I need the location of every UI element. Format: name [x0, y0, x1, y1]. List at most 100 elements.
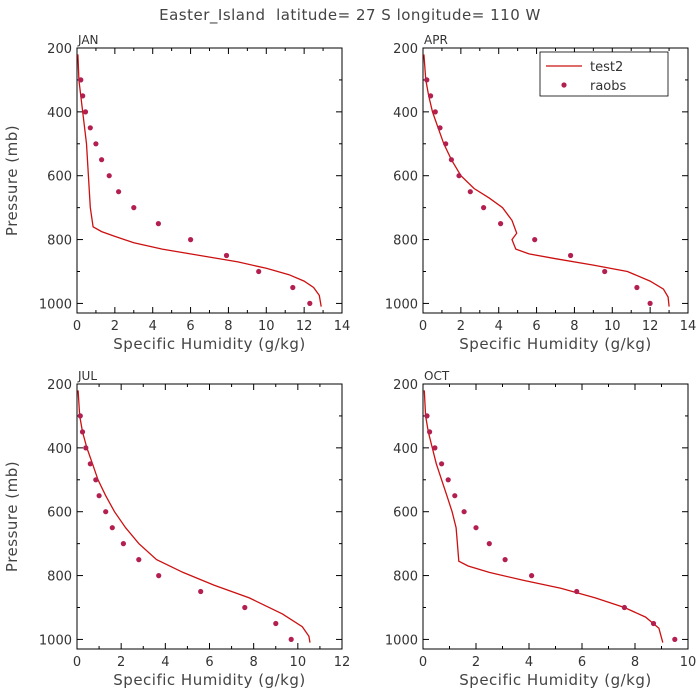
data-point-raobs-apr [568, 252, 574, 259]
data-point-raobs-jan [106, 173, 112, 179]
x-tick-label-apr: 2 [457, 319, 465, 334]
data-point-raobs-oct [432, 445, 438, 451]
panel-label-jan: JAN [77, 33, 99, 47]
data-point-raobs-jan [78, 77, 84, 83]
x-tick-label-oct: 4 [525, 655, 533, 670]
data-point-raobs-oct [574, 588, 580, 595]
y-tick-label-jan: 600 [47, 170, 72, 185]
y-tick-label-jan: 1000 [39, 297, 72, 312]
y-tick-label-jan: 800 [47, 234, 72, 249]
legend-box [539, 51, 669, 97]
x-tick-label-jan: 4 [149, 319, 157, 334]
data-point-raobs-jan [290, 284, 296, 291]
data-point-raobs-jul [103, 509, 109, 515]
data-point-raobs-jul [79, 429, 86, 435]
data-point-raobs-jul [83, 445, 89, 451]
x-axis-title-oct: Specific Humidity (g/kg) [459, 671, 651, 689]
data-point-raobs-apr [443, 141, 449, 147]
data-point-raobs-jul [156, 573, 162, 579]
data-point-raobs-jul [198, 588, 204, 595]
data-point-raobs-oct [427, 429, 433, 435]
panel-apr: APR 0 2 4 6 8 10 12 14 200 400 600 800 1000 Specific H… [385, 33, 696, 353]
plot-frame-jul [76, 383, 343, 650]
data-point-raobs-apr [428, 93, 434, 99]
data-point-raobs-oct [461, 509, 467, 515]
data-point-raobs-apr [448, 157, 454, 163]
series-line-test2-jul [77, 390, 311, 643]
data-point-raobs-apr [634, 284, 640, 291]
panel-jan: JAN 0 2 4 6 8 10 12 14 200 400 600 800 1000 Specific H… [3, 33, 350, 353]
y-tick-label-oct: 600 [393, 506, 418, 521]
x-tick-label-apr: 4 [495, 319, 503, 334]
x-tick-label-jul: 2 [117, 655, 125, 670]
data-point-raobs-jul [273, 620, 279, 627]
data-point-raobs-apr [467, 189, 473, 195]
legend-label-raobs: raobs [590, 79, 627, 94]
data-point-raobs-apr [498, 221, 504, 227]
data-point-raobs-oct [486, 541, 492, 547]
data-point-raobs-jan [223, 252, 230, 259]
data-point-raobs-jan [131, 205, 137, 211]
x-tick-label-jan: 10 [258, 319, 275, 334]
x-axis-title-jul: Specific Humidity (g/kg) [113, 671, 305, 689]
data-point-raobs-jul [242, 604, 248, 611]
y-axis-title-jul: Pressure (mb) [3, 461, 21, 572]
x-tick-label-jul: 8 [250, 655, 258, 670]
data-point-raobs-apr [602, 268, 608, 275]
data-point-raobs-apr [647, 300, 653, 306]
data-point-raobs-oct [439, 461, 445, 467]
data-point-raobs-jul [109, 525, 115, 531]
x-tick-label-jul: 4 [161, 655, 169, 670]
legend-label-test2: test2 [590, 60, 623, 75]
plot-frame-jan [76, 47, 343, 314]
data-point-raobs-jul [96, 493, 102, 499]
data-point-raobs-apr [437, 125, 443, 131]
legend: test2 raobs [539, 51, 669, 97]
x-tick-label-apr: 10 [604, 319, 621, 334]
panel-jul: JUL 0 2 4 6 8 10 12 200 400 600 800 1000 Specific Hum… [3, 369, 350, 689]
y-tick-label-oct: 200 [393, 378, 418, 393]
data-point-raobs-jan [116, 189, 122, 195]
plot-frame-oct [422, 383, 689, 650]
y-tick-label-apr: 400 [393, 106, 418, 121]
x-tick-label-jul: 12 [334, 655, 351, 670]
x-tick-label-jan: 14 [334, 319, 351, 334]
y-axis-title-jan: Pressure (mb) [3, 125, 21, 236]
y-tick-label-jul: 1000 [39, 633, 72, 648]
legend-swatch-raobs [561, 82, 567, 88]
y-tick-label-apr: 1000 [385, 297, 418, 312]
panel-label-jul: JUL [77, 369, 97, 383]
x-tick-label-apr: 0 [419, 319, 427, 334]
y-tick-label-jul: 600 [47, 506, 72, 521]
data-point-raobs-oct [445, 477, 451, 483]
x-tick-label-apr: 14 [680, 319, 697, 334]
y-tick-label-oct: 800 [393, 570, 418, 585]
x-tick-label-oct: 2 [472, 655, 480, 670]
data-point-raobs-jan [99, 157, 105, 163]
x-tick-label-apr: 6 [532, 319, 540, 334]
data-point-raobs-apr [481, 205, 487, 211]
data-point-raobs-jul [77, 413, 83, 419]
y-tick-label-oct: 400 [393, 442, 418, 457]
data-point-raobs-oct [672, 636, 678, 643]
data-point-raobs-apr [424, 77, 430, 83]
data-point-raobs-jan [256, 268, 262, 275]
x-tick-label-apr: 12 [642, 319, 659, 334]
x-tick-label-oct: 10 [680, 655, 697, 670]
x-tick-label-jul: 0 [73, 655, 81, 670]
series-line-test2-apr [423, 54, 670, 307]
x-tick-label-jul: 10 [290, 655, 307, 670]
x-axis-title-jan: Specific Humidity (g/kg) [113, 335, 305, 353]
x-tick-label-jan: 0 [73, 319, 81, 334]
x-axis-title-apr: Specific Humidity (g/kg) [459, 335, 651, 353]
data-point-raobs-jan [82, 109, 89, 115]
data-point-raobs-oct [621, 604, 628, 611]
y-tick-label-jan: 400 [47, 106, 72, 121]
panel-label-oct: OCT [424, 369, 450, 383]
data-point-raobs-jan [87, 125, 93, 131]
data-point-raobs-oct [424, 413, 430, 419]
x-tick-label-oct: 0 [419, 655, 427, 670]
data-point-raobs-oct [502, 557, 508, 563]
data-point-raobs-apr [432, 109, 438, 115]
